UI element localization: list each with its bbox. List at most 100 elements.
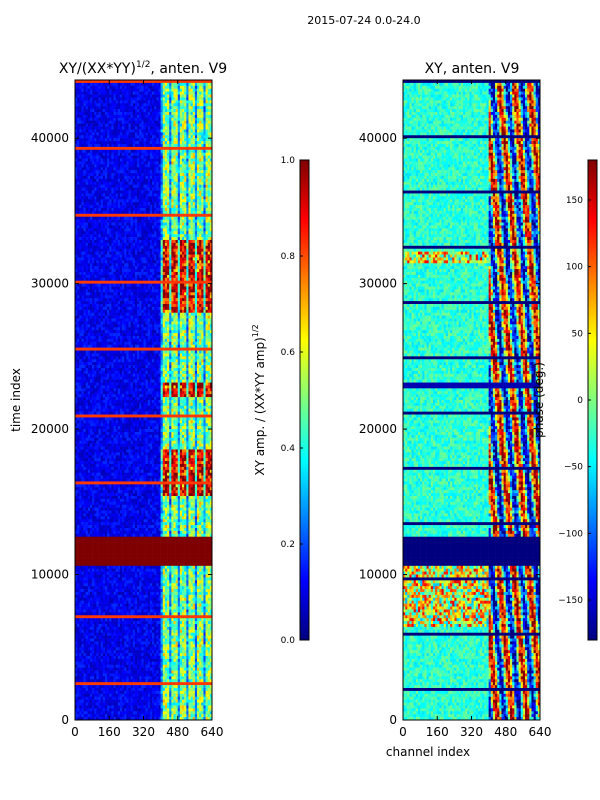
heatmap-cell xyxy=(182,184,185,188)
heatmap-cell xyxy=(177,178,181,183)
heatmap-cell xyxy=(104,228,108,232)
heatmap-cell xyxy=(77,286,80,290)
heatmap-cell xyxy=(100,117,104,122)
heatmap-cell xyxy=(203,149,206,154)
heatmap-cell xyxy=(203,196,206,200)
heatmap-cell xyxy=(111,254,114,258)
heatmap-cell xyxy=(152,155,155,159)
heatmap-cell xyxy=(137,208,140,212)
heatmap-cell xyxy=(179,164,183,168)
heatmap-cell xyxy=(197,240,200,244)
heatmap-cell xyxy=(173,272,176,276)
heatmap-cell xyxy=(92,237,95,241)
heatmap-cell xyxy=(75,178,78,183)
heatmap-cell xyxy=(83,248,86,252)
heatmap-cell xyxy=(119,210,123,215)
heatmap-cell xyxy=(194,91,198,95)
heatmap-cell xyxy=(79,263,82,267)
heatmap-cell xyxy=(143,292,146,296)
heatmap-cell xyxy=(75,225,78,229)
heatmap-cell xyxy=(124,298,127,302)
heatmap-cell xyxy=(209,94,213,98)
heatmap-cell xyxy=(128,210,131,215)
heatmap-cell xyxy=(111,132,114,136)
heatmap-cell xyxy=(126,219,129,223)
heatmap-cell xyxy=(145,245,149,250)
heatmap-cell xyxy=(194,234,198,238)
heatmap-cell xyxy=(188,155,191,159)
heatmap-cell xyxy=(85,289,89,293)
heatmap-cell xyxy=(171,222,174,226)
heatmap-cell xyxy=(96,126,99,130)
heatmap-cell xyxy=(207,85,211,90)
heatmap-cell xyxy=(96,184,99,188)
heatmap-cell xyxy=(203,289,206,293)
heatmap-cell xyxy=(158,301,161,305)
heatmap-cell xyxy=(192,144,196,148)
heatmap-cell xyxy=(77,228,80,232)
heatmap-cell xyxy=(75,219,78,223)
heatmap-cell xyxy=(85,129,89,133)
heatmap-cell xyxy=(134,164,138,168)
heatmap-cell xyxy=(77,126,80,130)
heatmap-cell xyxy=(154,132,157,136)
heatmap-cell xyxy=(96,225,99,229)
heatmap-cell xyxy=(128,254,131,258)
heatmap-cell xyxy=(152,158,155,162)
heatmap-cell xyxy=(205,205,209,209)
heatmap-cell xyxy=(145,161,149,165)
heatmap-cell xyxy=(132,129,136,133)
heatmap-cell xyxy=(197,248,200,252)
heatmap-cell xyxy=(128,193,131,197)
heatmap-cell xyxy=(149,146,153,151)
heatmap-cell xyxy=(115,149,119,154)
heatmap-cell xyxy=(167,170,170,174)
heatmap-cell xyxy=(147,144,151,148)
heatmap-cell xyxy=(186,144,189,148)
heatmap-cell xyxy=(164,228,168,232)
heatmap-cell xyxy=(184,225,187,229)
heatmap-cell xyxy=(152,263,155,267)
heatmap-cell xyxy=(122,199,125,203)
heatmap-cell xyxy=(160,167,164,171)
heatmap-cell xyxy=(164,263,168,267)
heatmap-cell xyxy=(143,100,146,104)
heatmap-cell xyxy=(96,196,99,200)
heatmap-cell xyxy=(113,181,116,186)
heatmap-cell xyxy=(145,210,149,215)
heatmap-cell xyxy=(186,213,189,218)
heatmap-cell xyxy=(111,222,114,226)
heatmap-cell xyxy=(85,210,89,215)
heatmap-cell xyxy=(113,190,116,194)
heatmap-cell xyxy=(119,248,123,252)
heatmap-cell xyxy=(156,295,159,299)
heatmap-cell xyxy=(171,158,174,162)
heatmap-cell xyxy=(102,280,106,284)
heatmap-cell xyxy=(81,190,84,194)
heatmap-cell xyxy=(83,193,86,197)
heatmap-cell xyxy=(192,184,196,188)
heatmap-cell xyxy=(141,164,144,168)
heatmap-cell xyxy=(171,167,174,171)
heatmap-cell xyxy=(173,304,176,308)
heatmap-cell xyxy=(100,82,104,87)
heatmap-cell xyxy=(107,263,110,267)
heatmap-cell xyxy=(124,138,127,142)
heatmap-cell xyxy=(152,106,155,110)
heatmap-cell xyxy=(85,240,89,244)
heatmap-cell xyxy=(139,144,142,148)
heatmap-cell xyxy=(134,304,138,308)
heatmap-cell xyxy=(130,260,134,264)
heatmap-cell xyxy=(207,167,211,171)
heatmap-cell xyxy=(167,277,170,282)
heatmap-cell xyxy=(179,109,183,113)
heatmap-cell xyxy=(87,123,91,127)
heatmap-cell xyxy=(94,260,97,264)
heatmap-cell xyxy=(164,85,168,90)
heatmap-cell xyxy=(75,242,78,247)
heatmap-cell xyxy=(162,228,166,232)
heatmap-cell xyxy=(192,225,196,229)
heatmap-cell xyxy=(175,94,179,98)
heatmap-cell xyxy=(201,266,204,270)
heatmap-cell xyxy=(199,242,202,247)
